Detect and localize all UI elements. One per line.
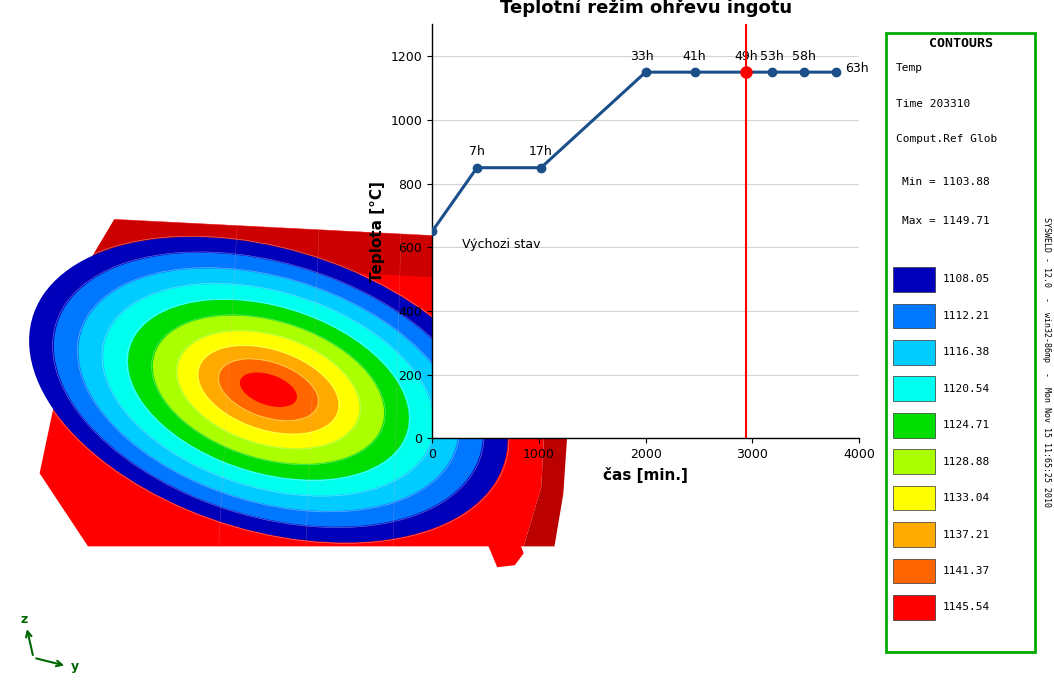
Text: SYSWELD - 12.0  -  win32-86mp  -  Mon Nov 15 11:65:25 2010: SYSWELD - 12.0 - win32-86mp - Mon Nov 15… [1042,217,1051,507]
Text: CONTOURS: CONTOURS [930,37,993,49]
Bar [893,595,935,619]
Text: 49h: 49h [734,49,758,63]
Polygon shape [524,324,552,407]
Bar [893,267,935,292]
Ellipse shape [153,315,384,464]
Text: Comput.Ref Glob: Comput.Ref Glob [896,134,997,144]
Text: 1124.71: 1124.71 [942,420,990,430]
Polygon shape [524,275,577,546]
Y-axis label: Teplota [°C]: Teplota [°C] [370,181,385,282]
Text: Temp: Temp [896,63,922,72]
Ellipse shape [198,346,338,434]
Text: 53h: 53h [760,49,783,63]
Bar [893,486,935,510]
Text: Time 203310: Time 203310 [896,99,970,109]
Polygon shape [488,539,524,567]
Ellipse shape [240,372,297,407]
Text: 1112.21: 1112.21 [942,311,990,321]
Text: 1133.04: 1133.04 [942,493,990,503]
Text: 1145.54: 1145.54 [942,603,990,612]
Text: 1116.38: 1116.38 [942,347,990,357]
Text: 1128.88: 1128.88 [942,457,990,466]
Text: 7h: 7h [469,145,485,158]
Text: 58h: 58h [792,49,816,63]
Ellipse shape [177,331,359,448]
Bar [893,413,935,438]
Bar [893,303,935,329]
Text: 1137.21: 1137.21 [942,530,990,539]
Text: 17h: 17h [529,145,553,158]
Text: Výchozi stav: Výchozi stav [462,237,541,251]
Polygon shape [79,219,577,317]
Text: z: z [20,613,27,626]
Title: Teplotní režim ohřevu ingotu: Teplotní režim ohřevu ingotu [500,0,792,17]
Text: Min = 1103.88: Min = 1103.88 [902,177,990,187]
Bar [893,450,935,474]
Ellipse shape [30,237,508,543]
Bar [893,522,935,547]
X-axis label: čas [min.]: čas [min.] [603,467,688,483]
Ellipse shape [79,269,458,511]
Text: y: y [71,661,79,673]
Text: 41h: 41h [683,49,706,63]
Text: 1141.37: 1141.37 [942,566,990,576]
Polygon shape [40,219,568,546]
Bar [893,340,935,365]
Text: 63h: 63h [845,62,868,74]
Bar [893,377,935,401]
Text: 33h: 33h [630,49,655,63]
Ellipse shape [54,253,483,527]
FancyBboxPatch shape [886,33,1035,651]
Ellipse shape [103,284,433,496]
Text: 1108.05: 1108.05 [942,274,990,285]
Ellipse shape [128,300,409,480]
Bar [893,559,935,583]
Text: Max = 1149.71: Max = 1149.71 [902,216,990,226]
Ellipse shape [219,360,317,420]
Text: 1120.54: 1120.54 [942,383,990,394]
